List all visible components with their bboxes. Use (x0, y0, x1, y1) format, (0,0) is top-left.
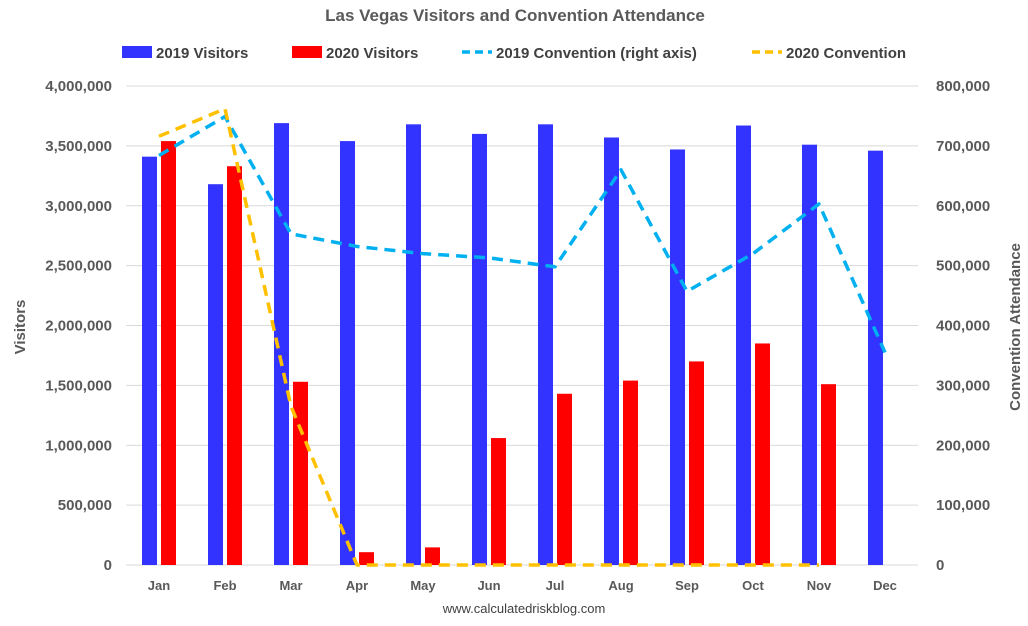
x-tick-label: Feb (213, 578, 236, 593)
x-tick-label: Nov (807, 578, 832, 593)
y2-axis-title: Convention Attendance (1007, 243, 1024, 411)
bar-2020-visitors-may (425, 547, 440, 565)
x-tick-label: Oct (742, 578, 764, 593)
bar-2019-visitors-dec (868, 150, 883, 566)
bar-2020-visitors-oct (755, 343, 770, 565)
y2-tick-label: 600,000 (936, 198, 990, 215)
y2-tick-label: 800,000 (936, 78, 990, 95)
bar-2019-visitors-may (406, 124, 421, 565)
bar-2019-visitors-sep (670, 149, 685, 565)
bar-2019-visitors-oct (736, 125, 751, 565)
bar-2019-visitors-feb (208, 184, 223, 565)
series-lines (158, 107, 887, 567)
bar-2020-visitors-jul (557, 393, 572, 565)
x-tick-label: Mar (279, 578, 302, 593)
bar-2020-visitors-feb (227, 166, 242, 566)
bar-2019-visitors-jun (472, 133, 487, 565)
x-tick-label: Jan (148, 578, 170, 593)
legend-swatch (292, 46, 322, 58)
y2-tick-label: 0 (936, 557, 944, 574)
legend-label: 2019 Convention (right axis) (496, 45, 697, 62)
y2-tick-label: 100,000 (936, 497, 990, 514)
y-tick-label: 1,500,000 (45, 377, 112, 394)
bar-2020-visitors-sep (689, 361, 704, 565)
bar-2019-visitors-jan (142, 156, 157, 565)
source-credit: www.calculatedriskblog.com (442, 601, 606, 616)
y-tick-label: 3,500,000 (45, 138, 112, 155)
y2-tick-label: 400,000 (936, 318, 990, 335)
x-tick-label: Apr (346, 578, 368, 593)
bar-2020-visitors-apr (359, 552, 374, 565)
y-tick-label: 1,000,000 (45, 437, 112, 454)
y2-tick-label: 300,000 (936, 377, 990, 394)
y-axis-title: Visitors (12, 300, 29, 355)
y-tick-label: 2,500,000 (45, 258, 112, 275)
y2-tick-label: 500,000 (936, 258, 990, 275)
x-axis: Jan Feb Mar Apr May Jun Jul Aug Sep Oct Nov Dec (148, 578, 897, 593)
y-tick-label: 4,000,000 (45, 78, 112, 95)
legend-label: 2019 Visitors (156, 45, 248, 62)
y-tick-label: 3,000,000 (45, 198, 112, 215)
bar-2019-visitors-mar (274, 123, 289, 565)
legend: 2019 Visitors 2020 Visitors 2019 Conventio… (122, 45, 906, 62)
x-tick-label: Sep (675, 578, 699, 593)
y-tick-label: 2,000,000 (45, 318, 112, 335)
x-tick-label: Jun (477, 578, 500, 593)
gridlines (126, 85, 918, 566)
chart-title: Las Vegas Visitors and Convention Attend… (325, 6, 705, 25)
x-tick-label: Aug (608, 578, 633, 593)
bar-2019-visitors-jul (538, 124, 553, 565)
y-axis-right: 0 100,000 200,000 300,000 400,000 500,000 600,… (936, 78, 990, 574)
bar-2020-visitors-mar (293, 381, 308, 565)
y-axis-left: 0 500,000 1,000,000 1,500,000 2,000,000 2,500… (45, 78, 112, 574)
bar-2020-visitors-jan (161, 141, 176, 565)
bar-2020-visitors-nov (821, 384, 836, 565)
x-tick-label: May (410, 578, 436, 593)
legend-swatch (122, 46, 152, 58)
bar-2020-visitors-aug (623, 380, 638, 565)
legend-label: 2020 Visitors (326, 45, 418, 62)
legend-label: 2020 Convention (786, 45, 906, 62)
bar-2020-visitors-jun (491, 438, 506, 565)
line-2019-convention-right-axis- (158, 114, 887, 354)
y-tick-label: 500,000 (58, 497, 112, 514)
x-tick-label: Jul (546, 578, 565, 593)
bar-2019-visitors-apr (340, 141, 355, 565)
bar-2019-visitors-aug (604, 137, 619, 565)
y2-tick-label: 200,000 (936, 437, 990, 454)
bars (142, 123, 883, 566)
line-2020-convention (158, 107, 819, 567)
y-tick-label: 0 (104, 557, 112, 574)
bar-2019-visitors-nov (802, 144, 817, 566)
x-tick-label: Dec (873, 578, 897, 593)
y2-tick-label: 700,000 (936, 138, 990, 155)
